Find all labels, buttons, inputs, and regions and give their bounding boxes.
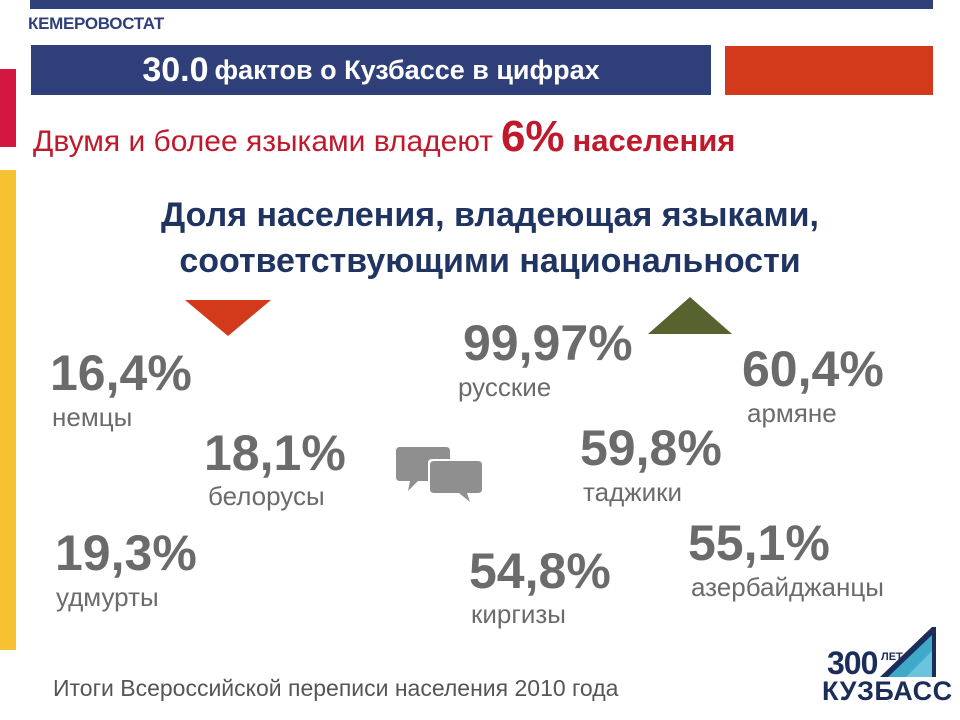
logo-years: ЛЕТ — [881, 651, 903, 663]
top-bar — [30, 0, 933, 9]
percent-azerbaijanis: 55,1% — [688, 515, 830, 571]
headline: Двумя и более языками владеют 6% населения — [33, 112, 735, 162]
subtitle-line-1: Доля населения, владеющая языками, — [161, 196, 819, 234]
title-banner: 30.0 фактов о Кузбассе в цифрах — [31, 45, 711, 95]
headline-percent: 6% — [500, 112, 565, 161]
percent-udmurts: 19,3% — [55, 525, 197, 581]
left-red-stripe — [0, 69, 16, 147]
subtitle: Доля населения, владеющая языками, соотв… — [40, 192, 940, 284]
red-accent-block — [725, 46, 933, 95]
label-tajiks: таджики — [583, 477, 683, 507]
speech-bubbles-icon — [396, 447, 484, 505]
label-russians: русские — [458, 372, 552, 402]
label-kyrgyz: киргизы — [471, 599, 566, 629]
title-text: фактов о Кузбассе в цифрах — [214, 54, 600, 85]
agency-name: КЕМЕРОВОСТАТ — [28, 14, 165, 33]
label-armenians: армяне — [747, 398, 837, 428]
triangle-down-icon — [185, 300, 271, 336]
triangle-up-icon — [648, 297, 732, 334]
label-azerbaijanis: азербайджанцы — [691, 572, 884, 602]
percent-kyrgyz: 54,8% — [469, 543, 611, 599]
percent-russians: 99,97% — [463, 315, 633, 371]
label-germans: немцы — [52, 402, 133, 432]
title-number: 30.0 — [142, 50, 209, 89]
logo-name: КУЗБАСС — [822, 676, 953, 706]
label-udmurts: удмурты — [56, 582, 159, 612]
headline-rest: населения — [572, 123, 736, 158]
percent-armenians: 60,4% — [742, 341, 884, 397]
subtitle-line-2: соответствующими национальности — [179, 242, 801, 280]
percent-belarusians: 18,1% — [204, 425, 346, 481]
headline-text: Двумя и более языками владеют — [33, 125, 493, 158]
source-footnote: Итоги Всероссийской переписи населения 2… — [53, 675, 619, 701]
logo-number: 300 — [827, 645, 878, 681]
percent-tajiks: 59,8% — [580, 420, 722, 476]
left-yellow-stripe — [0, 170, 16, 650]
kuzbass-300-logo — [880, 627, 936, 677]
label-belarusians: белорусы — [208, 481, 325, 511]
percent-germans: 16,4% — [50, 345, 192, 401]
